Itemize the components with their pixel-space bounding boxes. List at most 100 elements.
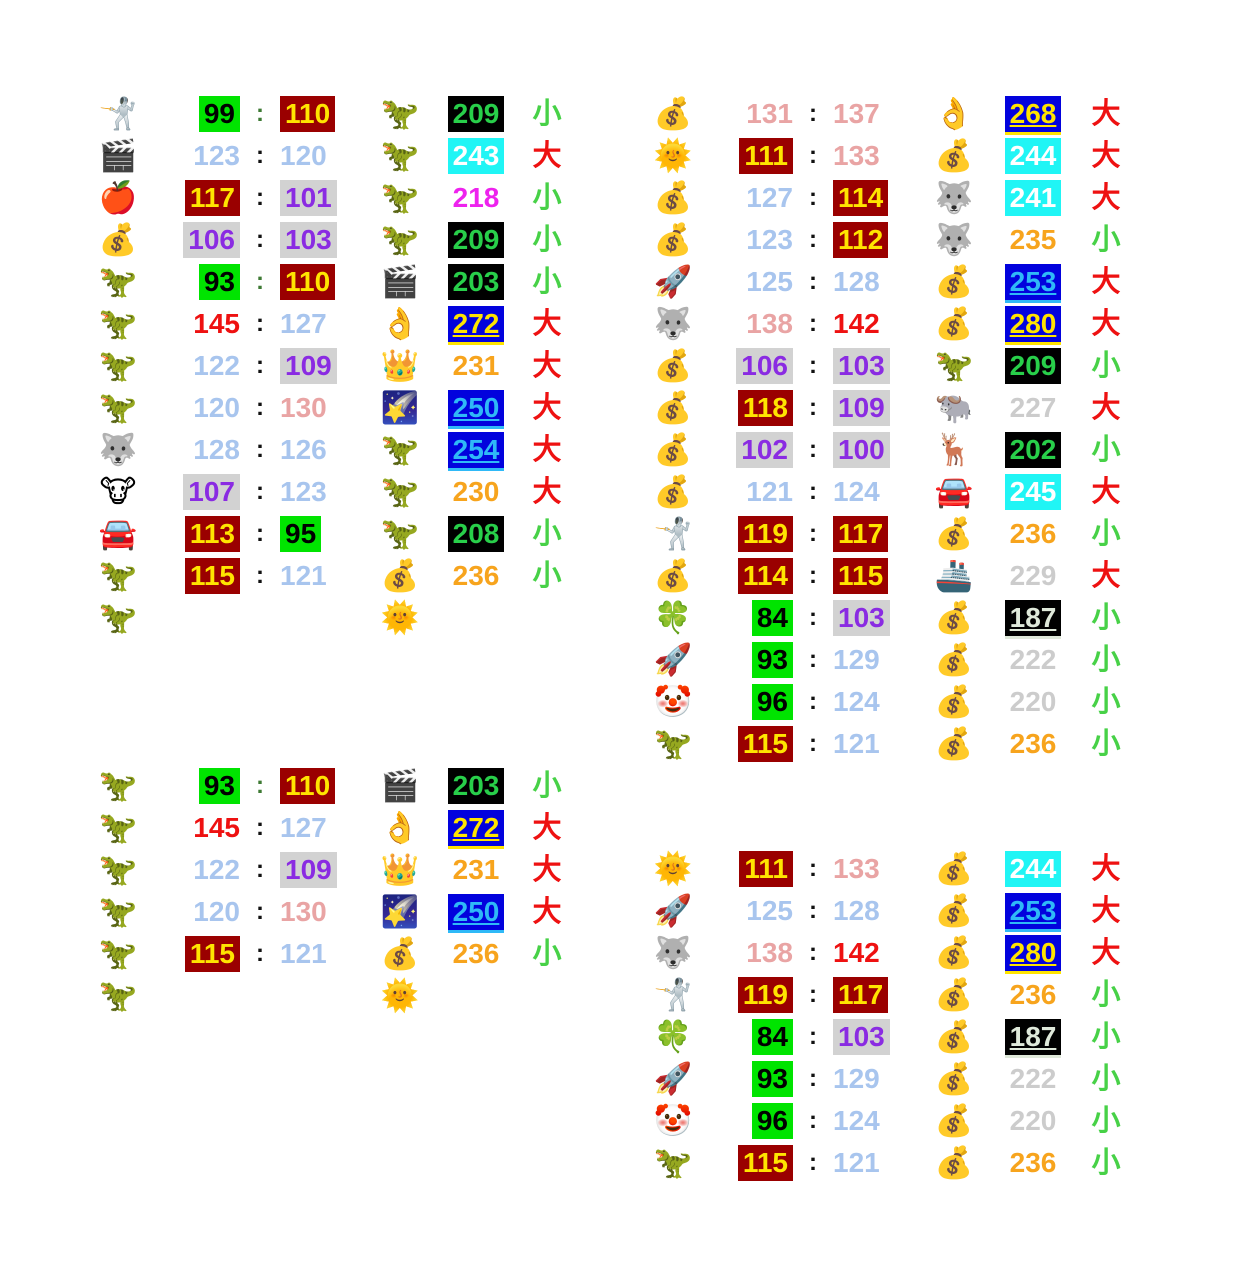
score-left-value-text: 138 — [746, 308, 793, 339]
score-colon: : — [256, 310, 264, 337]
score-left-value-box: 96 — [751, 1103, 793, 1139]
size-verdict-label: 大 — [1091, 937, 1121, 969]
total-cell: 272 — [428, 807, 524, 849]
total-cell: 222 — [983, 639, 1083, 681]
score-right-value-box: 114 — [833, 180, 889, 216]
money-bag-icon: 💰 — [934, 977, 974, 1012]
score-left-value-text: 120 — [193, 392, 240, 423]
score-left-value-box: 93 — [751, 1061, 793, 1097]
score-colon: : — [256, 226, 264, 253]
total-cell: 220 — [983, 681, 1083, 723]
score-right-value: 101 — [280, 177, 372, 219]
money-bag-icon: 💰 — [934, 1145, 974, 1180]
size-verdict-label: 小 — [532, 518, 562, 550]
score-right-value-text: 127 — [280, 812, 327, 843]
money-bag-icon: 💰 — [653, 180, 693, 215]
total-cell: 280 — [983, 932, 1083, 974]
score-right-value-text: 130 — [280, 896, 327, 927]
result-row: 🎬 123:120 🦖 243 大 — [95, 135, 570, 177]
score-left-value: 96 — [696, 1100, 793, 1142]
size-verdict-label: 大 — [1091, 895, 1121, 927]
t-rex-icon: 🦖 — [934, 348, 974, 383]
total-value: 268 — [1009, 98, 1057, 129]
score-right-value-box: 110 — [280, 264, 336, 300]
total-cell: 241 — [983, 177, 1083, 219]
score-colon: : — [809, 688, 817, 715]
t-rex-icon: 🦖 — [98, 978, 138, 1013]
score-right-value-text: 133 — [833, 140, 880, 171]
score-right-value-box: 117 — [833, 516, 889, 552]
score-colon: : — [809, 855, 817, 882]
result-row: 🤺 119:117 💰 236 小 — [650, 513, 1129, 555]
score-right-value: 112 — [833, 219, 925, 261]
score-left-value-box: 93 — [751, 642, 793, 678]
score-colon: : — [809, 981, 817, 1008]
total-value: 236 — [452, 938, 500, 969]
total-value-box: 243 — [447, 138, 505, 174]
sun-icon: 🌞 — [653, 138, 693, 173]
score-left-value: 106 — [696, 345, 793, 387]
size-verdict-label: 小 — [532, 224, 562, 256]
score-right-value: 128 — [833, 261, 925, 303]
score-left-value: 111 — [696, 135, 793, 177]
score-colon: : — [256, 898, 264, 925]
fencer-icon: 🤺 — [653, 977, 693, 1012]
total-cell: 250 — [428, 891, 524, 933]
result-row: 🦖 115:121 💰 236 小 — [650, 723, 1129, 765]
total-cell: 220 — [983, 1100, 1083, 1142]
total-value: 236 — [1009, 728, 1057, 759]
score-right-value: 137 — [833, 93, 925, 135]
score-left-value-text: 125 — [746, 895, 793, 926]
score-right-value-box: 112 — [833, 222, 889, 258]
score-right-value: 109 — [833, 387, 925, 429]
total-value: 253 — [1009, 895, 1057, 926]
size-verdict-label: 大 — [532, 854, 562, 886]
total-value-box: 254 — [447, 432, 505, 471]
t-rex-icon: 🦖 — [653, 1145, 693, 1180]
car-icon: 🚘 — [98, 516, 138, 551]
total-cell: 235 — [983, 219, 1083, 261]
score-left-value: 93 — [141, 765, 240, 807]
total-value: 222 — [1009, 644, 1057, 675]
result-row: 🦖 120:130 🌠 250 大 — [95, 891, 570, 933]
score-right-value-text: 121 — [833, 728, 880, 759]
score-colon: : — [809, 562, 817, 589]
score-right-value: 130 — [280, 387, 372, 429]
score-colon: : — [809, 310, 817, 337]
total-value-box: 272 — [447, 810, 505, 849]
total-cell: 202 — [983, 429, 1083, 471]
score-left-value: 121 — [696, 471, 793, 513]
size-verdict-label: 大 — [532, 896, 562, 928]
result-row: 💰 114:115 🚢 229 大 — [650, 555, 1129, 597]
score-left-value: 106 — [141, 219, 240, 261]
total-cell: 243 — [428, 135, 524, 177]
money-bag-icon: 💰 — [653, 390, 693, 425]
money-bag-icon: 💰 — [380, 936, 420, 971]
score-colon: : — [809, 142, 817, 169]
money-bag-icon: 💰 — [934, 516, 974, 551]
score-left-value: 118 — [696, 387, 793, 429]
score-left-value-text: 145 — [193, 308, 240, 339]
score-left-value-text: 123 — [746, 224, 793, 255]
size-verdict-label: 小 — [532, 770, 562, 802]
total-cell: 236 — [983, 1142, 1083, 1184]
score-right-value: 121 — [833, 723, 925, 765]
score-left-value: 115 — [141, 555, 240, 597]
total-value-box: 250 — [447, 390, 505, 429]
result-row: 🦖 145:127 👌 272 大 — [95, 807, 570, 849]
results-panel-bottom-left: 🦖 93:110 🎬 203 小 🦖 145:127 👌 272 大 🦖 122:109 👑 231 大 🦖 1… — [95, 765, 570, 1017]
score-left-value-text: 123 — [193, 140, 240, 171]
total-cell: 244 — [983, 848, 1083, 890]
score-left-value-box: 115 — [184, 558, 240, 594]
score-colon: : — [256, 940, 264, 967]
score-left-value-text: 121 — [746, 476, 793, 507]
money-bag-icon: 💰 — [934, 684, 974, 719]
t-rex-icon: 🦖 — [98, 390, 138, 425]
apple-icon: 🍎 — [98, 180, 138, 215]
score-left-value: 99 — [141, 93, 240, 135]
size-verdict-label: 大 — [1091, 182, 1121, 214]
t-rex-icon: 🦖 — [98, 348, 138, 383]
car-icon: 🚘 — [934, 474, 974, 509]
size-verdict-label: 小 — [1091, 644, 1121, 676]
size-verdict-label: 大 — [1091, 560, 1121, 592]
